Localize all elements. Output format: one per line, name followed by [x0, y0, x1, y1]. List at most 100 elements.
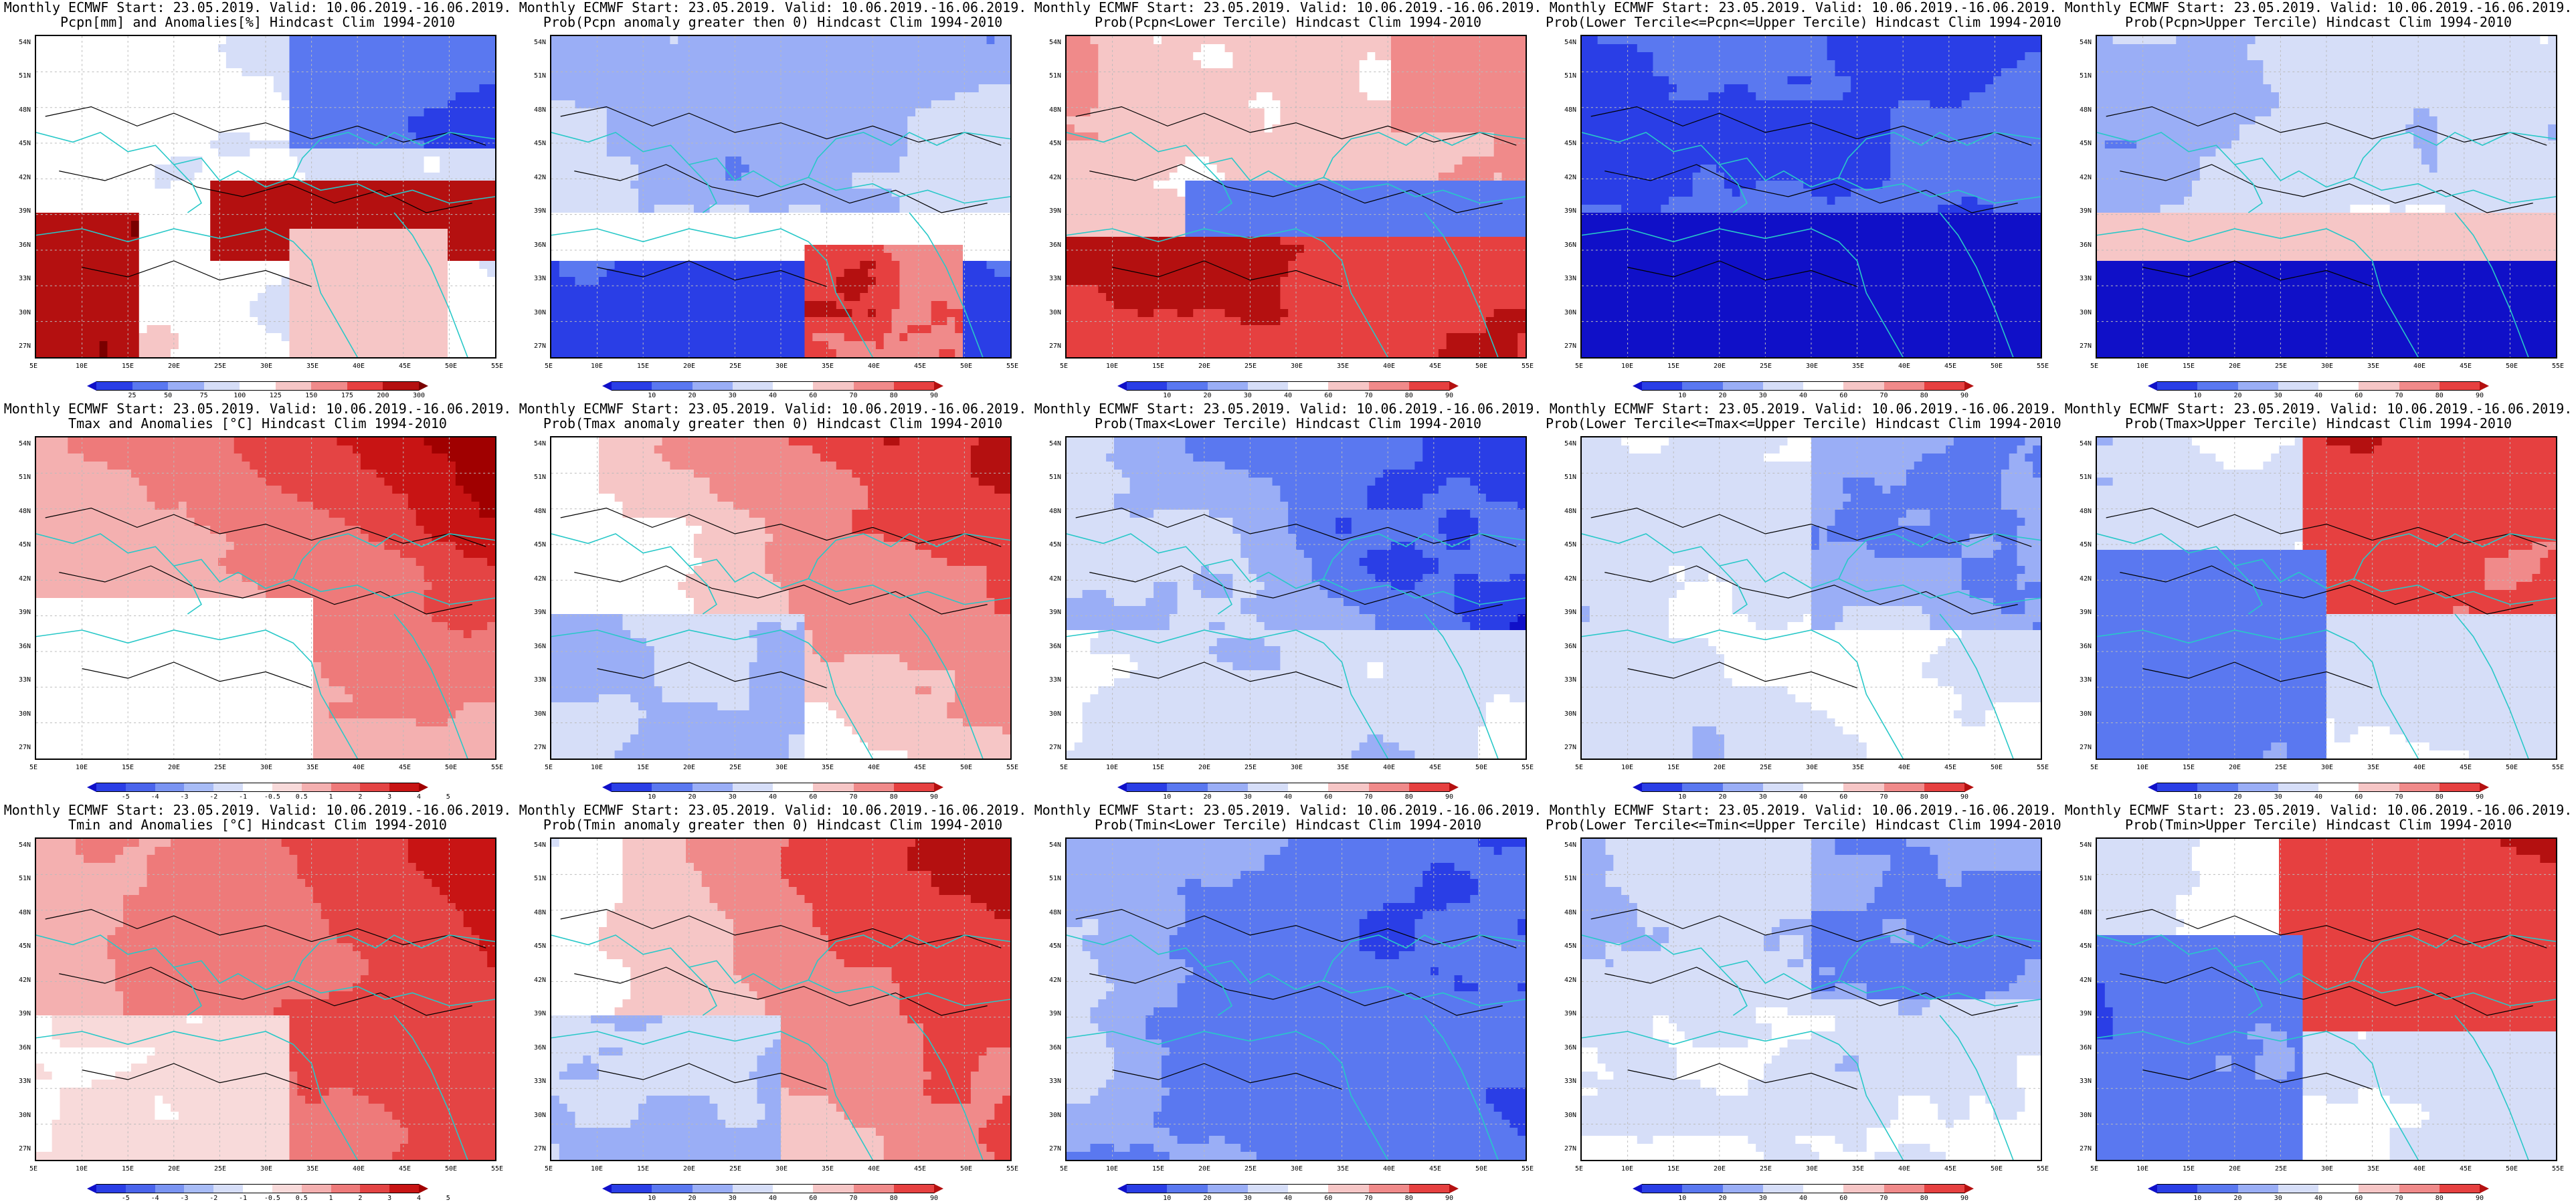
field-cell	[345, 92, 353, 101]
field-cell	[931, 269, 940, 278]
field-cell	[368, 245, 377, 254]
field-cell	[43, 277, 53, 286]
field-cell	[1002, 317, 1010, 326]
field-cell	[194, 100, 203, 109]
field-cell	[622, 325, 631, 334]
field-cell	[424, 341, 432, 350]
field-cell	[76, 148, 84, 157]
field-cell	[234, 293, 243, 302]
field-cell	[432, 253, 440, 262]
field-cell	[107, 68, 116, 77]
field-cell	[376, 221, 385, 229]
field-cell	[567, 100, 576, 109]
field-cell	[186, 285, 195, 294]
field-cell	[337, 333, 345, 342]
field-cell	[567, 116, 576, 125]
field-cell	[194, 148, 203, 157]
field-cell	[591, 277, 600, 286]
field-cell	[994, 76, 1003, 85]
field-cell	[693, 140, 703, 149]
field-cell	[693, 100, 703, 109]
field-cell	[281, 197, 290, 205]
field-cell	[693, 197, 703, 205]
field-cell	[1067, 52, 1075, 61]
field-cell	[978, 205, 988, 213]
field-cell	[163, 293, 171, 302]
field-cell	[147, 261, 156, 270]
field-cell	[986, 229, 995, 237]
field-cell	[915, 100, 924, 109]
field-cell	[575, 92, 583, 101]
field-cell	[448, 341, 456, 350]
field-cell	[258, 341, 266, 350]
field-cell	[963, 301, 972, 310]
field-cell	[107, 277, 116, 286]
field-cell	[171, 132, 179, 141]
field-cell	[60, 301, 68, 310]
field-cell	[360, 253, 369, 262]
field-cell	[701, 245, 711, 254]
field-cell	[622, 60, 631, 69]
field-cell	[155, 205, 163, 213]
lat-label: 42N	[534, 174, 546, 181]
field-cell	[171, 36, 179, 45]
field-cell	[225, 148, 235, 157]
field-cell	[202, 181, 211, 189]
field-cell	[392, 124, 401, 133]
field-cell	[218, 76, 227, 85]
field-cell	[559, 52, 568, 61]
field-cell	[353, 285, 361, 294]
field-cell	[345, 245, 353, 254]
field-cell	[559, 341, 568, 350]
field-cell	[360, 229, 369, 237]
field-cell	[836, 189, 845, 197]
field-cell	[479, 76, 488, 85]
field-cell	[733, 341, 742, 350]
field-cell	[860, 148, 868, 157]
field-cell	[614, 285, 624, 294]
field-cell	[68, 213, 76, 221]
field-cell	[416, 84, 425, 93]
field-cell	[60, 213, 68, 221]
field-cell	[1002, 165, 1010, 173]
field-cell	[583, 245, 591, 254]
field-cell	[804, 140, 813, 149]
field-cell	[258, 197, 266, 205]
lat-label: 45N	[19, 140, 31, 147]
field-cell	[234, 349, 243, 357]
field-cell	[701, 60, 711, 69]
field-cell	[123, 108, 132, 117]
field-cell	[860, 341, 868, 350]
field-cell	[376, 205, 385, 213]
field-cell	[123, 197, 132, 205]
field-cell	[733, 92, 742, 101]
field-cell	[60, 237, 68, 245]
field-cell	[360, 140, 369, 149]
field-cell	[1074, 52, 1083, 61]
field-cell	[479, 84, 488, 93]
field-cell	[52, 245, 61, 254]
field-cell	[455, 317, 464, 326]
field-cell	[765, 165, 773, 173]
field-cell	[844, 140, 853, 149]
field-cell	[686, 245, 695, 254]
field-cell	[139, 309, 148, 318]
field-cell	[1106, 36, 1115, 45]
field-cell	[583, 132, 591, 141]
field-cell	[670, 301, 678, 310]
field-cell	[844, 349, 853, 357]
field-cell	[955, 189, 963, 197]
field-cell	[598, 116, 608, 125]
field-cell	[614, 221, 624, 229]
field-cell	[551, 261, 560, 270]
field-cell	[781, 349, 790, 357]
field-cell	[60, 349, 68, 357]
field-cell	[234, 132, 243, 141]
field-cell	[804, 84, 813, 93]
field-cell	[320, 44, 330, 53]
field-cell	[52, 60, 61, 69]
field-cell	[139, 124, 148, 133]
field-cell	[693, 317, 703, 326]
field-cell	[662, 165, 671, 173]
field-cell	[448, 293, 456, 302]
